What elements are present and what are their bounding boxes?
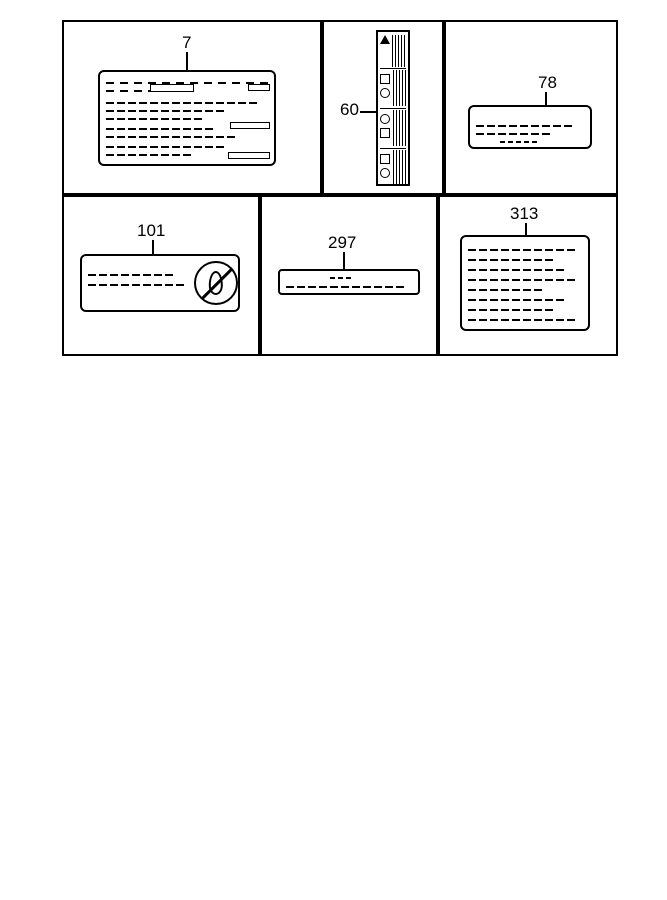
warning-triangle-icon bbox=[380, 35, 390, 44]
decal-297 bbox=[278, 269, 420, 295]
decal-60 bbox=[376, 30, 410, 186]
label-313: 313 bbox=[510, 204, 538, 224]
decal-78 bbox=[468, 105, 592, 149]
decal-60-divider-b bbox=[380, 108, 406, 109]
leader-297 bbox=[343, 252, 345, 269]
decal-7-box-d bbox=[228, 152, 270, 159]
label-78: 78 bbox=[538, 73, 557, 93]
pictogram-icon bbox=[380, 154, 390, 164]
leader-101 bbox=[152, 240, 154, 254]
decal-60-divider-c bbox=[380, 148, 406, 149]
decal-7-box-a bbox=[150, 84, 194, 92]
decal-60-hatch-3 bbox=[393, 110, 406, 146]
pictogram-icon bbox=[380, 74, 390, 84]
pictogram-icon bbox=[380, 168, 390, 178]
decal-60-divider-a bbox=[380, 68, 406, 69]
label-101: 101 bbox=[137, 221, 165, 241]
decal-7-box-c bbox=[230, 122, 270, 129]
pictogram-icon bbox=[380, 128, 390, 138]
leader-7 bbox=[186, 52, 188, 70]
decal-60-hatch-2 bbox=[393, 70, 406, 106]
leader-313 bbox=[525, 223, 527, 235]
decal-7-box-b bbox=[248, 84, 270, 91]
decal-313 bbox=[460, 235, 590, 331]
label-7: 7 bbox=[182, 33, 191, 53]
decal-60-hatch-1 bbox=[392, 35, 406, 67]
label-60: 60 bbox=[340, 100, 359, 120]
pictogram-icon bbox=[380, 114, 390, 124]
leader-60 bbox=[360, 111, 376, 113]
pictogram-icon bbox=[380, 88, 390, 98]
leader-78 bbox=[545, 92, 547, 106]
prohibition-icon bbox=[194, 261, 238, 305]
label-297: 297 bbox=[328, 233, 356, 253]
droplet-icon bbox=[209, 271, 223, 295]
decal-60-hatch-4 bbox=[393, 150, 406, 186]
